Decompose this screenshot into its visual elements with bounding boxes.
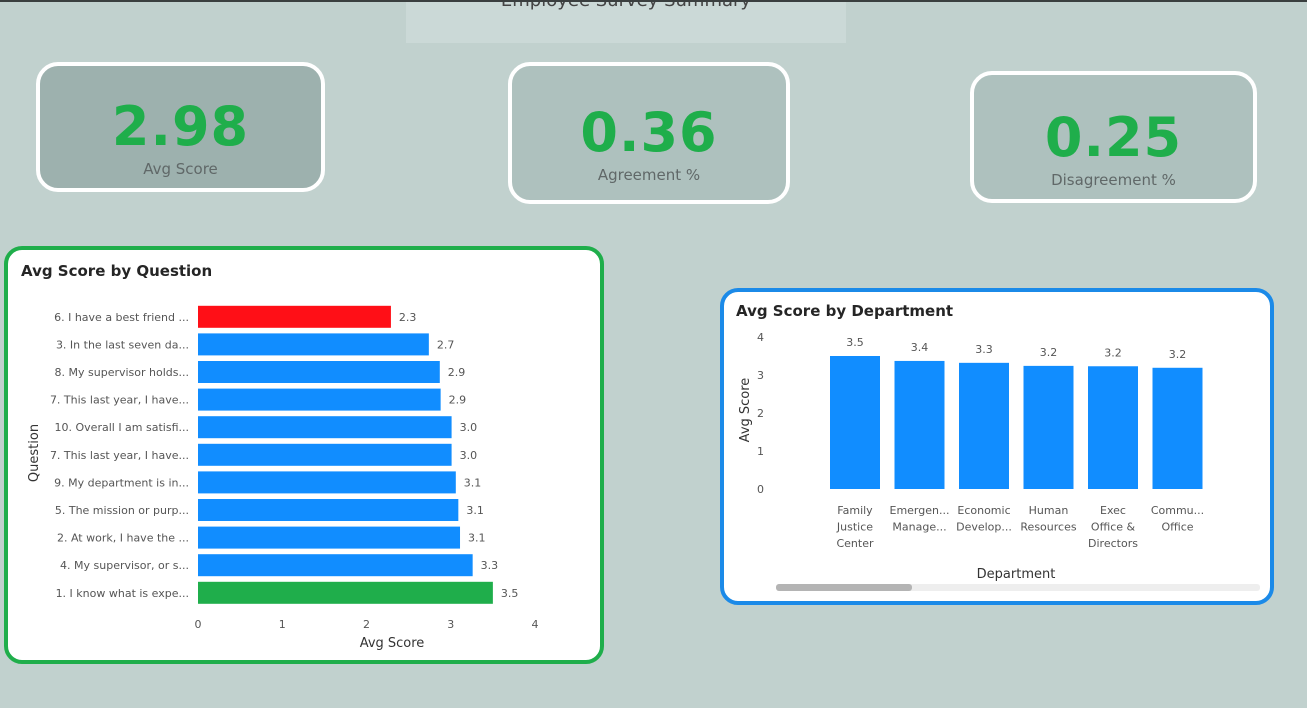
x-axis-title: Avg Score [360, 636, 425, 651]
data-label: 2.7 [437, 338, 455, 351]
kpi-value: 0.36 [580, 101, 718, 164]
data-label: 2.9 [449, 394, 467, 407]
question-label: 5. The mission or purp... [55, 504, 189, 517]
data-label: 3.2 [1104, 346, 1122, 359]
data-label: 3.2 [1040, 346, 1058, 359]
kpi-card-agreement[interactable]: 0.36 Agreement % [508, 62, 790, 204]
question-bar [198, 581, 493, 604]
x-axis-title: Department [977, 567, 1056, 582]
data-label: 2.3 [399, 311, 417, 324]
data-label: 3.1 [466, 504, 484, 517]
x-tick-label: 0 [195, 618, 202, 631]
kpi-value: 0.25 [1044, 106, 1183, 169]
data-label: 3.5 [846, 336, 864, 349]
x-tick-label: 2 [363, 618, 370, 631]
y-tick-label: 0 [757, 483, 764, 496]
department-label: Manage... [892, 521, 946, 534]
question-label: 6. I have a best friend ... [54, 311, 189, 324]
department-label: Develop... [956, 521, 1012, 534]
question-label: 3. In the last seven da... [56, 338, 189, 351]
question-label: 8. My supervisor holds... [55, 366, 189, 379]
scrollbar-thumb[interactable] [776, 584, 912, 591]
kpi-label: Avg Score [143, 160, 218, 178]
chart-title: Avg Score by Question [21, 262, 213, 280]
y-tick-label: 3 [757, 369, 764, 382]
department-label: Directors [1088, 537, 1138, 550]
department-label: Justice [836, 521, 873, 534]
question-bar [198, 443, 452, 466]
department-bar [1088, 366, 1138, 489]
data-label: 3.3 [975, 343, 993, 356]
department-bar [959, 362, 1009, 489]
data-label: 3.4 [911, 341, 929, 354]
question-label: 2. At work, I have the ... [57, 532, 189, 545]
data-label: 3.0 [460, 449, 478, 462]
x-tick-label: 4 [532, 618, 539, 631]
question-bar [198, 471, 456, 494]
question-bar [198, 388, 441, 411]
question-label: 9. My department is in... [54, 476, 189, 489]
question-label: 10. Overall I am satisfi... [55, 421, 189, 434]
chart-title: Avg Score by Department [736, 302, 954, 320]
department-label: Office [1161, 521, 1193, 534]
question-bar [198, 361, 440, 383]
question-bar [198, 526, 461, 549]
question-label: 1. I know what is expe... [56, 587, 189, 600]
department-label: Emergen... [890, 504, 950, 517]
data-label: 3.1 [464, 476, 482, 489]
department-bar [830, 356, 880, 489]
department-label: Center [836, 537, 874, 550]
department-label: Exec [1100, 504, 1126, 517]
question-bar [198, 416, 452, 439]
department-label: Economic [957, 504, 1010, 517]
top-border-line [0, 0, 1307, 2]
question-bar-chart: 6. I have a best friend ... 2.3 3. In the … [27, 305, 539, 651]
question-bar [198, 499, 459, 521]
department-bar [894, 360, 945, 489]
report-title: Employee Survey Summary [406, 2, 846, 11]
kpi-label: Agreement % [597, 166, 701, 184]
y-tick-label: 1 [757, 445, 764, 458]
data-label: 3.5 [501, 587, 519, 600]
department-label: Family [837, 504, 873, 517]
question-label: 4. My supervisor, or s... [60, 559, 189, 572]
department-bar [1023, 365, 1074, 489]
department-bar-chart: 0 1 2 3 4 3.5 Family Justice Center 3.4 Emergen...… [738, 331, 1260, 591]
department-chart-card[interactable]: Avg Score by Department 0 1 2 3 4 3.5 Family Ju… [720, 288, 1274, 605]
question-label: 7. This last year, I have... [50, 394, 189, 407]
kpi-card-disagreement[interactable]: 0.25 Disagreement % [970, 71, 1257, 203]
data-label: 3.1 [468, 532, 486, 545]
data-label: 2.9 [448, 366, 466, 379]
department-bar [1152, 367, 1203, 489]
question-bar [198, 305, 391, 328]
y-tick-label: 4 [757, 331, 764, 344]
question-bar [198, 554, 473, 577]
y-tick-label: 2 [757, 407, 764, 420]
y-axis-title: Question [27, 424, 42, 482]
kpi-card-avg-score[interactable]: 2.98 Avg Score [36, 62, 325, 192]
report-title-box: Employee Survey Summary [406, 2, 846, 43]
x-tick-label: 3 [447, 618, 454, 631]
y-axis-title: Avg Score [738, 378, 753, 443]
department-label: Office & [1091, 521, 1136, 534]
data-label: 3.0 [460, 421, 478, 434]
question-chart-card[interactable]: Avg Score by Question 6. I have a best f… [4, 246, 604, 664]
question-label: 7. This last year, I have... [50, 449, 189, 462]
kpi-value: 2.98 [111, 95, 250, 158]
department-label: Resources [1020, 521, 1076, 534]
question-bar [198, 333, 429, 356]
x-tick-label: 1 [279, 618, 286, 631]
data-label: 3.3 [481, 559, 499, 572]
department-label: Commu... [1151, 504, 1204, 517]
data-label: 3.2 [1169, 348, 1187, 361]
kpi-label: Disagreement % [1051, 171, 1176, 189]
department-label: Human [1029, 504, 1069, 517]
